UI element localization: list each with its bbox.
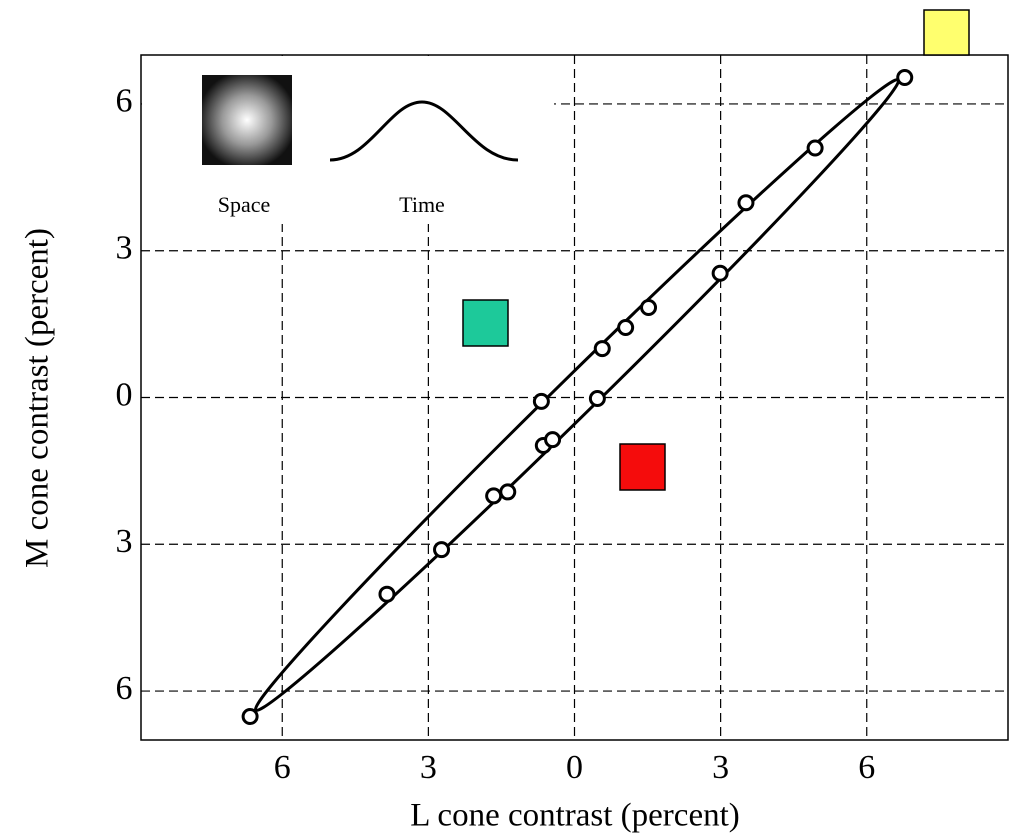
inset-label: Space [218,192,271,217]
point [896,69,914,87]
x-tick-label: 6 [274,749,291,786]
y-axis-label: M cone contrast (percent) [20,228,56,568]
point [711,264,729,282]
color-swatch [923,9,970,56]
x-tick-label: 3 [712,749,729,786]
point [806,139,824,157]
point [617,319,635,337]
point [588,389,606,407]
y-tick-label: 3 [116,230,133,267]
color-swatch [619,443,666,491]
point [433,541,451,559]
point [593,340,611,358]
time-inset [329,100,519,162]
point [378,585,396,603]
markers [241,69,914,726]
point [737,194,755,212]
y-tick-label: 6 [116,670,133,707]
point [499,483,517,501]
y-tick-label: 0 [116,376,133,413]
x-tick-label: 6 [858,749,875,786]
space-inset [202,75,292,165]
point [485,487,503,505]
point [241,708,259,726]
y-tick-label: 6 [116,83,133,120]
x-tick-label: 3 [420,749,437,786]
y-tick-label: 3 [116,523,133,560]
color-swatch [462,299,509,347]
x-tick-label: 0 [566,749,583,786]
point [544,431,562,449]
x-axis-label: L cone contrast (percent) [410,798,740,834]
inset-label: Time [399,192,445,217]
plot-frame [140,54,1009,741]
point [640,298,658,316]
point [532,392,550,410]
